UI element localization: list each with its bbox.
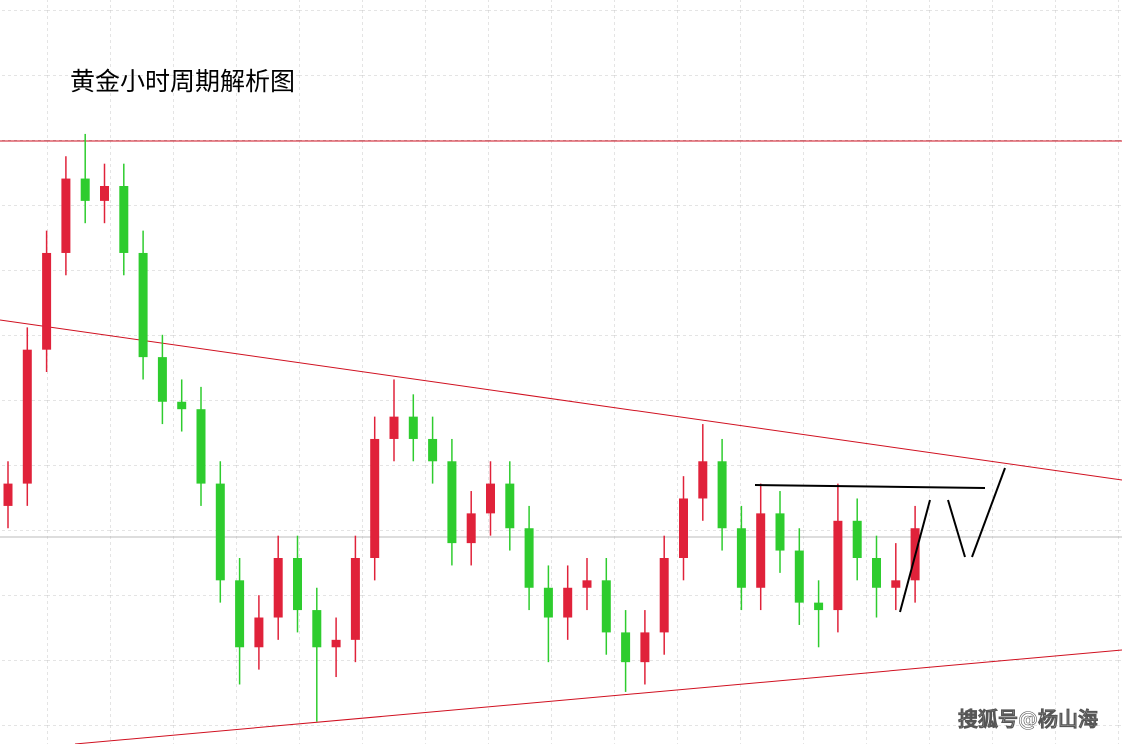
- candle-body: [3, 483, 13, 506]
- candle-body: [505, 483, 515, 529]
- candle-body: [350, 558, 360, 640]
- candle-body: [872, 558, 881, 588]
- watermark: 搜狐号@杨山海: [958, 707, 1098, 731]
- candle-body: [466, 513, 476, 544]
- candle-body: [254, 617, 264, 648]
- candle-body: [659, 558, 669, 633]
- candle-body: [235, 580, 245, 648]
- support-line: [74, 649, 1122, 744]
- candle-body: [486, 483, 495, 514]
- candle-body: [524, 528, 534, 588]
- candle-body: [698, 461, 708, 499]
- candle-body: [42, 252, 52, 350]
- candle-body: [312, 610, 322, 648]
- candle-body: [814, 602, 824, 611]
- candle-body: [833, 520, 843, 611]
- candle-body: [447, 461, 457, 544]
- candle-body: [389, 416, 399, 439]
- candle-body: [80, 178, 90, 201]
- candle-body: [428, 438, 438, 462]
- candle-body: [543, 587, 553, 618]
- candle-body: [775, 513, 785, 551]
- candle-body: [679, 498, 688, 558]
- candle-body: [100, 186, 109, 201]
- candle-body: [157, 357, 167, 402]
- candle-body: [370, 438, 380, 558]
- candle-body: [756, 513, 766, 588]
- candle-body: [601, 580, 611, 633]
- candle-body: [408, 416, 418, 439]
- candle-body: [273, 558, 283, 618]
- candle-body: [138, 252, 148, 358]
- candle-body: [852, 520, 862, 558]
- candle-body: [794, 550, 804, 603]
- candle-body: [717, 461, 727, 529]
- candle-body: [293, 558, 302, 611]
- candle-body: [119, 186, 129, 253]
- annotation-sketch: [754, 467, 1006, 613]
- candle-body: [331, 639, 341, 648]
- candle-body: [640, 632, 650, 663]
- candle-body: [621, 632, 631, 663]
- candle-body: [177, 401, 187, 410]
- chart-title: 黄金小时周期解析图: [70, 67, 295, 96]
- candle-body: [215, 483, 225, 581]
- candle-body: [61, 178, 71, 253]
- candle-body: [891, 580, 901, 588]
- candle-body: [196, 409, 206, 484]
- trend-line: [0, 319, 1122, 481]
- candle-body: [22, 349, 32, 484]
- candle-body: [582, 580, 592, 588]
- candle-body: [736, 528, 746, 588]
- candles: [3, 133, 920, 722]
- candle-body: [563, 587, 573, 618]
